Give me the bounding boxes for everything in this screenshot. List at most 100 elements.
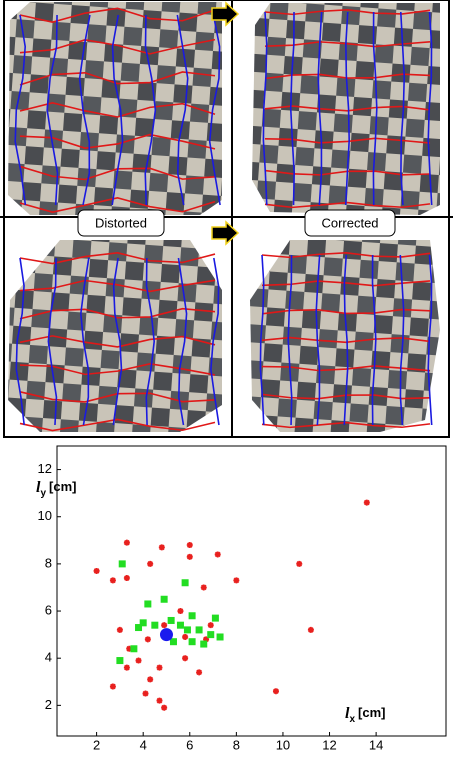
photo bbox=[8, 2, 222, 215]
point bbox=[363, 499, 370, 506]
point bbox=[135, 657, 142, 664]
grid-col bbox=[427, 11, 433, 206]
point bbox=[182, 655, 189, 662]
point bbox=[183, 626, 191, 634]
x-axis-label: lx [cm] bbox=[345, 705, 385, 725]
x-tick-label: 14 bbox=[369, 737, 383, 752]
grid-row bbox=[19, 335, 216, 348]
point bbox=[158, 544, 165, 551]
x-tick-label: 2 bbox=[93, 737, 100, 752]
point bbox=[161, 704, 168, 711]
point bbox=[195, 626, 203, 634]
y-tick-label: 10 bbox=[38, 508, 52, 523]
point bbox=[161, 622, 168, 629]
point bbox=[126, 645, 133, 652]
point bbox=[186, 542, 193, 549]
point bbox=[307, 626, 314, 633]
point bbox=[118, 560, 126, 568]
frame bbox=[3, 0, 450, 438]
point bbox=[186, 553, 193, 560]
image-label: Distorted bbox=[95, 215, 147, 230]
grid-col bbox=[317, 11, 323, 206]
grid-col bbox=[144, 14, 157, 206]
arrow bbox=[211, 220, 240, 246]
grid-col bbox=[47, 257, 58, 426]
point bbox=[144, 600, 152, 608]
grid-col bbox=[176, 14, 189, 206]
grid-col bbox=[15, 257, 25, 426]
grid-row bbox=[19, 133, 216, 150]
point bbox=[159, 628, 173, 642]
x-tick-label: 10 bbox=[276, 737, 290, 752]
grid-col bbox=[208, 14, 221, 206]
point bbox=[181, 579, 189, 587]
point bbox=[200, 584, 207, 591]
point bbox=[109, 683, 116, 690]
point bbox=[116, 626, 123, 633]
grid-row bbox=[264, 8, 431, 16]
grid-col bbox=[112, 257, 123, 426]
point bbox=[123, 575, 130, 582]
image-label: Corrected bbox=[321, 215, 378, 230]
grid-col bbox=[259, 254, 265, 426]
x-tick-label: 12 bbox=[322, 737, 336, 752]
grid-col bbox=[372, 11, 378, 206]
grid-col bbox=[46, 14, 59, 206]
grid-col bbox=[371, 254, 377, 426]
x-tick-label: 8 bbox=[233, 737, 240, 752]
y-tick-label: 8 bbox=[45, 555, 52, 570]
grid-row bbox=[19, 252, 216, 265]
grid-row bbox=[19, 101, 216, 118]
point bbox=[182, 633, 189, 640]
grid-col bbox=[262, 11, 268, 206]
grid-row bbox=[261, 336, 431, 344]
label-box bbox=[304, 209, 396, 237]
point bbox=[169, 638, 177, 646]
point bbox=[214, 551, 221, 558]
point bbox=[177, 608, 184, 615]
grid-col bbox=[111, 14, 124, 206]
point bbox=[188, 638, 196, 646]
grid-col bbox=[343, 254, 349, 426]
y-axis-label: ly [cm] bbox=[36, 479, 76, 499]
point bbox=[296, 560, 303, 567]
grid-col bbox=[315, 254, 321, 426]
x-tick-label: 6 bbox=[186, 737, 193, 752]
point bbox=[147, 560, 154, 567]
point bbox=[142, 690, 149, 697]
grid-row bbox=[19, 197, 216, 213]
grid-row bbox=[264, 105, 431, 112]
photo bbox=[250, 240, 440, 432]
grid-row bbox=[19, 418, 216, 432]
point bbox=[196, 669, 203, 676]
point bbox=[200, 640, 208, 648]
grid-col bbox=[80, 257, 90, 426]
plot-frame bbox=[56, 445, 447, 737]
point bbox=[116, 657, 124, 665]
point bbox=[93, 567, 100, 574]
point bbox=[156, 664, 163, 671]
point bbox=[151, 621, 159, 629]
x-tick-label: 4 bbox=[140, 737, 147, 752]
grid-row bbox=[19, 307, 216, 320]
point bbox=[233, 577, 240, 584]
point bbox=[203, 636, 210, 643]
grid-col bbox=[287, 254, 293, 426]
grid-row bbox=[261, 251, 431, 259]
photo-panels: Distorted Corrected bbox=[0, 0, 453, 438]
grid-col bbox=[177, 257, 188, 426]
photo bbox=[8, 240, 222, 432]
grid-col bbox=[399, 11, 406, 206]
label-box bbox=[77, 209, 165, 237]
point bbox=[123, 664, 130, 671]
grid-row bbox=[19, 7, 216, 23]
grid-row bbox=[19, 71, 216, 86]
y-tick-label: 4 bbox=[45, 650, 52, 665]
point bbox=[135, 624, 143, 632]
y-tick-label: 2 bbox=[45, 697, 52, 712]
grid-col bbox=[210, 257, 220, 426]
point bbox=[211, 614, 219, 622]
photo bbox=[252, 3, 440, 215]
grid-row bbox=[261, 421, 431, 429]
